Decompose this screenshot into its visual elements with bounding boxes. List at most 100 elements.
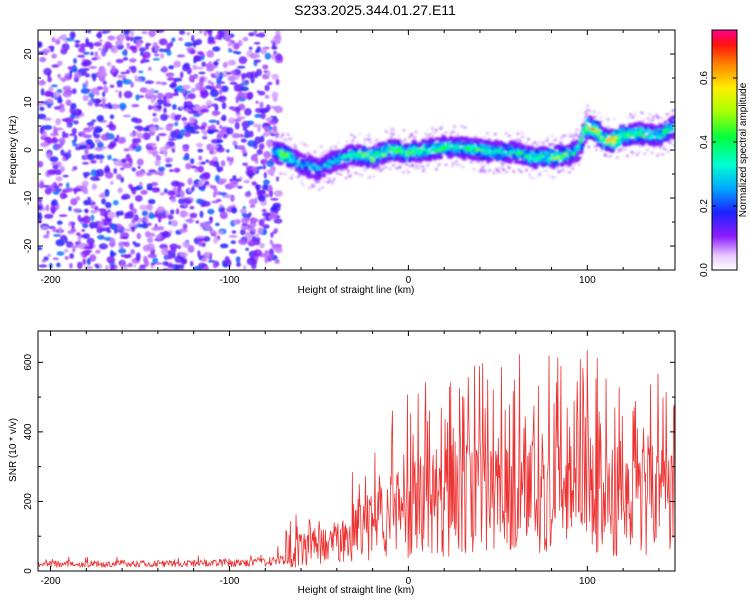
spectrogram-signal-track — [271, 104, 675, 191]
track-peak-cell — [283, 153, 289, 157]
noise-cell — [268, 120, 278, 125]
track-halo-cell — [444, 131, 448, 134]
noise-cell — [70, 245, 80, 249]
noise-cell — [254, 136, 261, 145]
noise-cell — [202, 172, 211, 178]
track-halo-cell — [301, 177, 305, 180]
noise-cell — [87, 125, 95, 131]
track-halo-cell — [290, 177, 293, 180]
track-halo-cell — [528, 173, 532, 176]
track-peak-cell — [279, 150, 285, 154]
noise-cell — [274, 258, 280, 264]
noise-cell — [96, 169, 105, 177]
noise-cell — [74, 43, 80, 48]
noise-cell — [147, 199, 156, 205]
noise-cell — [191, 34, 195, 43]
track-halo-cell — [404, 168, 408, 171]
track-halo-cell — [481, 166, 484, 170]
noise-cell — [146, 183, 153, 191]
noise-cell — [142, 31, 149, 34]
noise-cell — [43, 125, 53, 130]
noise-cell — [183, 202, 188, 207]
noise-cell — [262, 224, 270, 230]
noise-cell — [168, 138, 177, 141]
track-halo-cell — [547, 174, 551, 177]
noise-cell — [208, 119, 218, 124]
track-cell — [625, 137, 632, 141]
noise-cell — [72, 187, 82, 192]
noise-cell — [121, 50, 126, 56]
track-halo-cell — [632, 115, 636, 118]
noise-cell — [170, 247, 177, 254]
noise-cell — [126, 69, 130, 74]
track-halo-cell — [647, 118, 651, 121]
noise-cell — [153, 214, 160, 218]
noise-cell — [98, 208, 107, 212]
snr-panel: -200 -100 0 100 0 200 400 600 Height of straig… — [8, 330, 676, 596]
noise-cell — [154, 47, 159, 52]
track-halo-cell — [444, 163, 448, 166]
noise-cell — [38, 113, 47, 120]
noise-cell — [107, 143, 115, 150]
noise-cell — [193, 113, 201, 118]
noise-cell — [149, 126, 158, 132]
noise-cell — [203, 225, 213, 230]
noise-cell — [164, 92, 174, 99]
noise-cell — [256, 46, 262, 53]
track-halo-cell — [649, 119, 653, 123]
noise-cell — [72, 88, 77, 95]
noise-cell — [183, 62, 191, 69]
noise-cell — [226, 156, 231, 162]
noise-cell — [97, 142, 104, 148]
noise-cell — [112, 158, 118, 162]
noise-cell — [96, 227, 103, 234]
noise-cell — [182, 145, 190, 152]
track-halo-cell — [556, 167, 559, 170]
track-halo-cell — [502, 172, 506, 176]
track-halo-cell — [498, 170, 501, 174]
noise-cell — [197, 165, 204, 173]
noise-cell — [71, 224, 75, 230]
noise-cell — [89, 121, 95, 125]
noise-cell — [263, 171, 267, 179]
noise-cell — [38, 183, 45, 189]
noise-cell — [209, 89, 219, 98]
noise-cell — [144, 259, 149, 268]
track-halo-cell — [592, 110, 596, 113]
track-halo-cell — [559, 142, 563, 145]
noise-cell — [254, 218, 259, 222]
noise-cell — [171, 198, 177, 203]
noise-cell — [109, 237, 116, 244]
track-cell — [615, 142, 622, 147]
noise-cell — [106, 226, 111, 232]
track-halo-cell — [484, 170, 488, 174]
noise-cell — [99, 158, 103, 164]
noise-cell — [242, 36, 249, 42]
noise-cell — [230, 240, 236, 244]
noise-cell — [231, 132, 241, 139]
track-halo-cell — [520, 131, 524, 134]
noise-cell — [239, 208, 247, 214]
noise-cell — [47, 169, 57, 176]
track-halo-cell — [290, 167, 293, 170]
noise-cell — [151, 187, 161, 193]
noise-cell — [90, 176, 99, 181]
track-halo-cell — [350, 133, 353, 136]
noise-cell — [136, 232, 142, 240]
track-halo-cell — [588, 109, 592, 113]
track-cell — [581, 136, 585, 140]
spectrogram-y-tick-label: -20 — [23, 238, 34, 253]
noise-cell — [94, 154, 100, 160]
noise-cell — [262, 64, 269, 70]
noise-cell — [207, 80, 212, 85]
noise-cell — [123, 148, 130, 152]
noise-cell — [73, 72, 82, 79]
noise-cell — [205, 100, 213, 106]
colorbar-tick-label: 0.6 — [699, 71, 710, 85]
noise-cell — [64, 248, 69, 253]
noise-cell — [156, 135, 160, 142]
track-peak-cell — [433, 149, 438, 153]
spectrogram-x-tick-label: 0 — [406, 275, 412, 286]
noise-cell — [102, 80, 107, 85]
track-cell — [671, 120, 675, 125]
